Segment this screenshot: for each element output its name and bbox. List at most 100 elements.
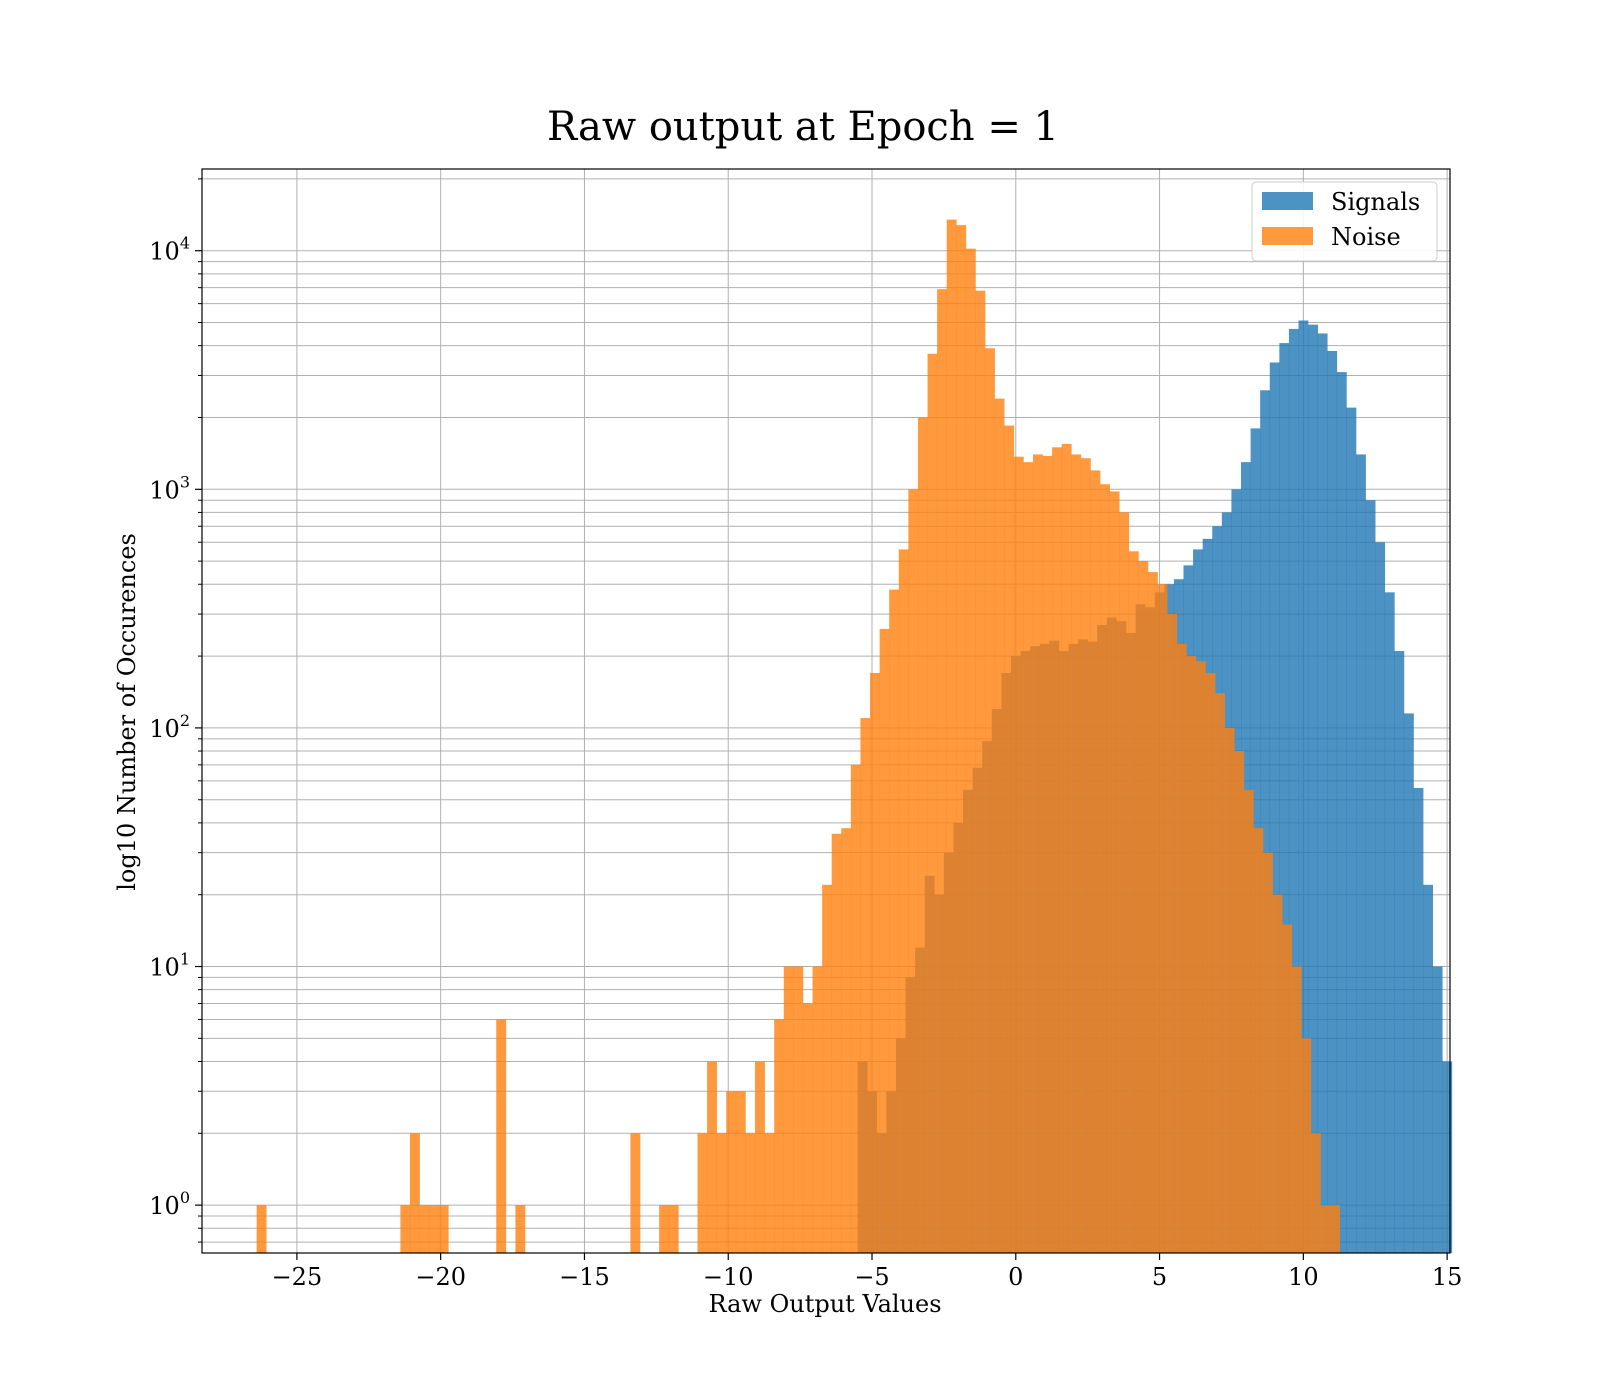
signals-bar [1394, 651, 1405, 1253]
noise-bar [1291, 966, 1302, 1253]
noise-bar [1052, 447, 1063, 1253]
noise-bar [1301, 1038, 1312, 1253]
chart-title: Raw output at Epoch = 1 [547, 104, 1059, 150]
noise-bar [850, 764, 861, 1253]
noise-bar [1071, 454, 1082, 1254]
noise-bar [1205, 672, 1216, 1253]
noise-bar [668, 1205, 679, 1253]
signals-bar [1279, 343, 1290, 1254]
noise-bar [1119, 512, 1130, 1253]
noise-bar [735, 1091, 746, 1253]
noise-bar [1128, 551, 1139, 1253]
signals-bar [1356, 454, 1366, 1254]
noise-bar [697, 1133, 708, 1253]
noise-bar [1186, 656, 1197, 1253]
noise-bar [831, 833, 842, 1253]
noise-bar [1243, 789, 1254, 1253]
signals-bar [1260, 390, 1271, 1254]
y-axis-label: log10 Number of Occurences [113, 533, 141, 891]
signals-bar [1317, 333, 1328, 1253]
noise-bar [400, 1205, 411, 1253]
noise-bar [496, 1019, 507, 1253]
noise-bar [1320, 1205, 1331, 1253]
x-tick-label: 0 [1008, 1263, 1023, 1291]
noise-bar [409, 1133, 420, 1253]
noise-bar [860, 718, 871, 1253]
noise-bar [1272, 894, 1283, 1253]
noise-bar [898, 549, 909, 1253]
noise-bar [1253, 828, 1264, 1253]
noise-bar [429, 1205, 440, 1253]
signals-bar [1327, 350, 1338, 1254]
noise-bar [793, 966, 804, 1253]
noise-bar [1310, 1133, 1321, 1253]
legend-label-signals: Signals [1331, 188, 1420, 216]
legend: Signals Noise [1251, 181, 1438, 262]
noise-bar [1330, 1205, 1340, 1253]
noise-bar [630, 1133, 641, 1253]
noise-bar [1090, 470, 1101, 1253]
x-tick-label: 15 [1432, 1263, 1463, 1291]
x-tick-label: −20 [415, 1263, 466, 1291]
signals-bar [1384, 592, 1395, 1253]
noise-bar [946, 219, 957, 1254]
noise-bar [515, 1205, 526, 1253]
noise-bar [812, 966, 823, 1253]
signals-bar [1423, 884, 1433, 1253]
noise-bar [1032, 454, 1043, 1254]
noise-bar [927, 353, 938, 1253]
signals-bar [1442, 1061, 1453, 1253]
x-tick-label: 5 [1152, 1263, 1167, 1291]
x-tick-label: −10 [703, 1263, 754, 1291]
noise-bar [879, 628, 890, 1253]
noise-bar [1176, 643, 1187, 1253]
signals-bar [1269, 362, 1280, 1253]
y-tick-label: 101 [149, 950, 190, 982]
noise-bar [1061, 443, 1072, 1253]
noise-bar [1080, 458, 1091, 1253]
noise-bar [937, 289, 948, 1254]
noise-bar [419, 1205, 430, 1253]
noise-bar [1234, 751, 1245, 1253]
signals-bar [1375, 542, 1386, 1253]
noise-bar [841, 828, 852, 1253]
noise-bar [822, 884, 832, 1253]
noise-bar [745, 1133, 756, 1253]
legend-swatch-signals [1262, 192, 1313, 210]
noise-bar [1109, 491, 1120, 1254]
noise-bar [802, 1003, 813, 1253]
legend-label-noise: Noise [1331, 223, 1401, 251]
signals-bar [1365, 500, 1376, 1253]
noise-bar [1004, 425, 1015, 1253]
noise-bar [659, 1205, 670, 1253]
legend-swatch-noise [1262, 227, 1313, 245]
noise-bar [755, 1061, 765, 1253]
noise-bar [870, 672, 880, 1253]
noise-bar [956, 225, 967, 1254]
x-axis-ticks: −25 −20 −15 −10 −5 0 5 10 15 [272, 1253, 1463, 1291]
noise-bar [783, 966, 794, 1253]
noise-bar [1215, 693, 1225, 1253]
noise-bar [1013, 456, 1024, 1253]
y-tick-label: 102 [149, 711, 190, 743]
noise-bar [1167, 614, 1178, 1253]
x-tick-label: −5 [854, 1263, 889, 1291]
noise-bar [965, 248, 976, 1254]
y-tick-label: 104 [149, 234, 190, 266]
signals-bar [1288, 328, 1299, 1254]
noise-bar [917, 417, 928, 1253]
x-axis-label: Raw Output Values [708, 1290, 941, 1318]
signals-bar [1336, 372, 1347, 1253]
noise-bar [1147, 572, 1158, 1253]
x-tick-label: −25 [272, 1263, 323, 1291]
noise-bar [1224, 727, 1235, 1253]
signals-bar [1346, 407, 1357, 1254]
noise-bar [994, 398, 1005, 1253]
signals-bar [1403, 713, 1414, 1253]
noise-bar [1100, 484, 1110, 1253]
noise-bar [716, 1133, 727, 1253]
noise-bar [1157, 584, 1168, 1253]
y-tick-label: 100 [149, 1188, 190, 1220]
noise-bar [774, 1019, 785, 1253]
noise-bars [256, 219, 1340, 1254]
